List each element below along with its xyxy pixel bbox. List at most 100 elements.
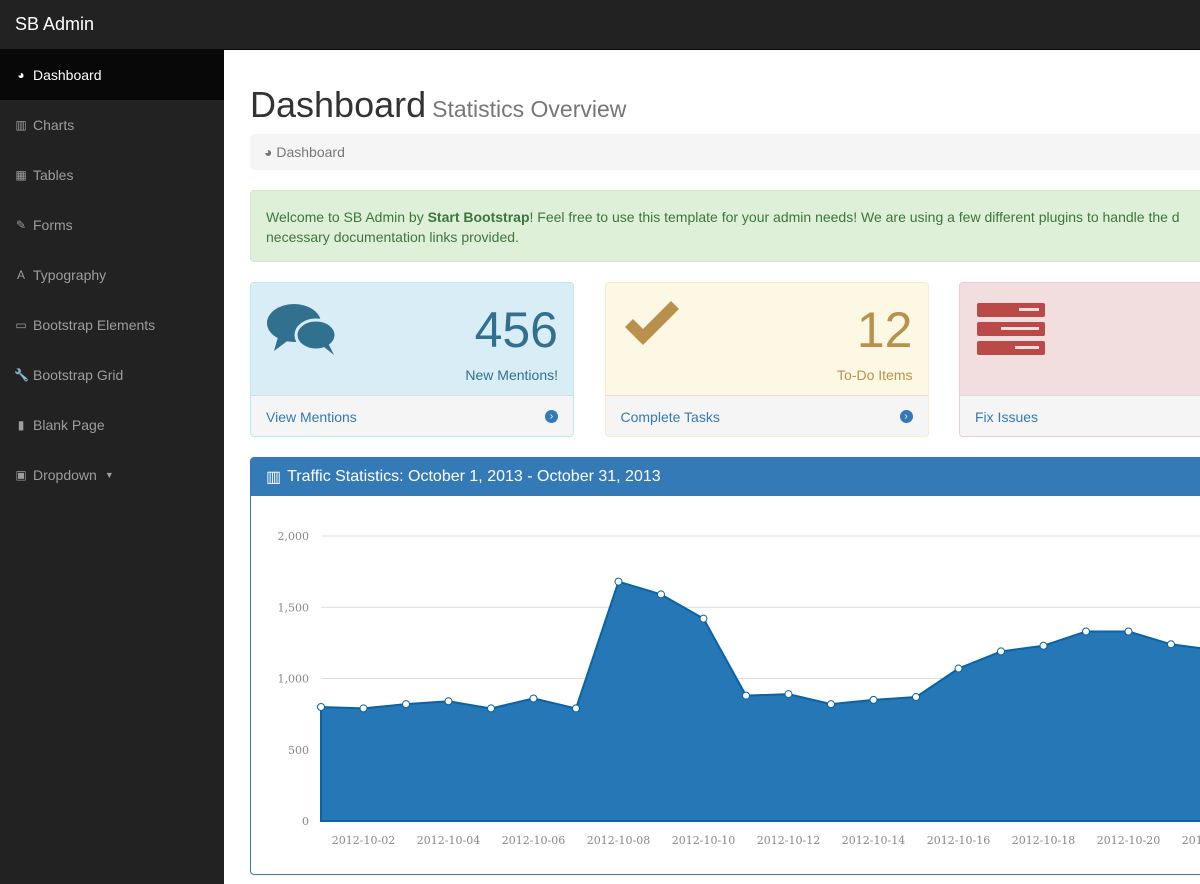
x-tick-label: 2012-10-10	[672, 834, 735, 847]
page-title: Dashboard Statistics Overview	[250, 84, 626, 126]
stat-label: New Mentions!	[465, 367, 558, 383]
sidebar-item-charts[interactable]: ▥ Charts	[0, 100, 224, 150]
footer-link-text[interactable]: View Mentions	[266, 408, 357, 425]
y-tick-label: 500	[288, 744, 309, 757]
sidebar-item-label: Bootstrap Grid	[33, 367, 124, 383]
data-point	[997, 647, 1005, 656]
traffic-chart: 0 500 1,000 1,500 2,000 2012-10-02 2012-10-04 2…	[278, 530, 1200, 847]
tasks-icon	[975, 301, 1047, 362]
data-point	[317, 703, 325, 711]
footer-link-text[interactable]: Fix Issues	[975, 408, 1039, 425]
area-series	[320, 580, 1200, 822]
sidebar-item-tables[interactable]: ▦ Tables	[0, 150, 224, 200]
data-point	[444, 697, 453, 706]
y-tick-label: 0	[302, 815, 309, 828]
chart-panel-heading: ▥ Traffic Statistics: October 1, 2013 - O…	[251, 458, 1200, 496]
caret-square-icon: ▣	[15, 468, 27, 482]
sidebar-item-label: Typography	[33, 267, 107, 283]
chart-title: Traffic Statistics: October 1, 2013 - Oc…	[287, 468, 661, 485]
sidebar-item-label: Tables	[33, 167, 74, 183]
table-icon: ▦	[15, 168, 27, 182]
caret-down-icon: ▼	[104, 470, 114, 480]
stat-value: 456	[474, 302, 558, 358]
sidebar-item-bootstrap-elements[interactable]: ▭ Bootstrap Elements	[0, 300, 224, 350]
x-tick-label: 2012-10-04	[417, 834, 480, 847]
arrow-circle-right-icon: ›	[545, 410, 558, 423]
panel-heading: 456 New Mentions!	[251, 283, 573, 395]
data-point	[572, 704, 580, 713]
sidebar-item-label: Charts	[33, 117, 75, 133]
y-tick-label: 1,500	[278, 601, 310, 614]
bar-chart-icon: ▥	[15, 118, 27, 132]
x-tick-label: 2012-10-14	[842, 834, 905, 847]
sidebar-item-bootstrap-grid[interactable]: 🔧 Bootstrap Grid	[0, 350, 224, 400]
panel-heading: Cr	[960, 283, 1200, 395]
x-tick-label: 2012-10-18	[1012, 834, 1075, 847]
dashboard-icon: ◕	[17, 68, 25, 82]
x-tick-label: 2012-10-20	[1097, 834, 1160, 847]
stat-panel: 456 New Mentions! View Mentions ›	[250, 282, 574, 437]
x-tick-label: 2012-10-02	[332, 834, 395, 847]
y-tick-label: 1,000	[278, 673, 310, 686]
sidebar-item-label: Dropdown	[33, 467, 97, 483]
arrow-circle-right-icon: ›	[899, 410, 913, 423]
sidebar-item-blank-page[interactable]: ▮ Blank Page	[0, 400, 224, 450]
sidebar-item-typography[interactable]: A Typography	[0, 250, 224, 300]
data-point	[827, 700, 835, 709]
panel-footer-link[interactable]: Fix Issues›	[960, 395, 1200, 436]
desktop-icon: ▭	[15, 318, 27, 332]
sidebar: ◕ Dashboard ▥ Charts ▦ Tables ✎ Forms A Typograph…	[0, 50, 224, 884]
breadcrumb-item[interactable]: Dashboard	[276, 144, 345, 160]
sidebar-item-label: Dashboard	[33, 67, 102, 83]
data-point	[912, 693, 920, 702]
x-tick-label: 2012-10-16	[927, 834, 990, 847]
data-point	[869, 695, 878, 704]
alert-text: ! Feel free to use this template for you…	[529, 209, 1180, 225]
sidebar-item-label: Blank Page	[33, 417, 105, 433]
data-point	[742, 691, 750, 700]
panel-footer-link[interactable]: View Mentions ›	[251, 395, 573, 436]
dashboard-icon: ◕	[264, 144, 273, 160]
welcome-alert: Welcome to SB Admin by Start Bootstrap! …	[250, 190, 1200, 262]
check-icon	[621, 301, 683, 356]
comments-icon	[266, 301, 338, 362]
y-tick-label: 2,000	[278, 530, 310, 543]
sidebar-item-forms[interactable]: ✎ Forms	[0, 200, 224, 250]
page-subtitle: Statistics Overview	[432, 96, 627, 122]
main-content: Dashboard Statistics Overview ◕ Dashboard…	[224, 50, 1200, 884]
x-tick-label: 2012-10-22	[1182, 834, 1200, 847]
font-icon: A	[16, 268, 25, 282]
file-icon: ▮	[17, 418, 25, 432]
data-point	[1082, 627, 1090, 636]
alert-link[interactable]: Start Bootstrap	[427, 209, 530, 225]
sidebar-item-label: Forms	[33, 217, 73, 233]
traffic-chart-panel: ▥ Traffic Statistics: October 1, 2013 - O…	[250, 457, 1200, 875]
breadcrumb: ◕ Dashboard	[250, 134, 1200, 170]
brand[interactable]: SB Admin	[15, 14, 95, 34]
wrench-icon: 🔧	[14, 368, 29, 382]
stat-label: To-Do Items	[837, 367, 913, 383]
panel-footer-link[interactable]: Complete Tasks ›	[605, 395, 928, 436]
x-tick-label: 2012-10-06	[502, 834, 565, 847]
footer-link-text[interactable]: Complete Tasks	[620, 408, 720, 425]
data-point	[1167, 640, 1175, 649]
data-point	[1124, 627, 1133, 636]
stat-value: 12	[856, 302, 913, 358]
data-point	[529, 694, 538, 703]
data-point	[359, 704, 368, 713]
panel-heading: 12 To-Do Items	[605, 283, 928, 395]
sidebar-item-dropdown[interactable]: ▣ Dropdown ▼	[0, 450, 224, 500]
data-point	[1039, 641, 1048, 650]
data-point	[487, 704, 495, 713]
data-point	[657, 590, 665, 599]
stat-panel: 12 To-Do Items Complete Tasks ›	[604, 282, 929, 437]
sidebar-item-label: Bootstrap Elements	[33, 317, 156, 333]
data-point	[954, 664, 963, 673]
sidebar-item-dashboard[interactable]: ◕ Dashboard	[0, 50, 224, 100]
data-point	[699, 614, 708, 623]
data-point	[402, 700, 410, 709]
bar-chart-icon: ▥	[266, 469, 282, 486]
x-tick-label: 2012-10-08	[587, 834, 650, 847]
data-point	[614, 577, 623, 586]
x-tick-label: 2012-10-12	[757, 834, 820, 847]
